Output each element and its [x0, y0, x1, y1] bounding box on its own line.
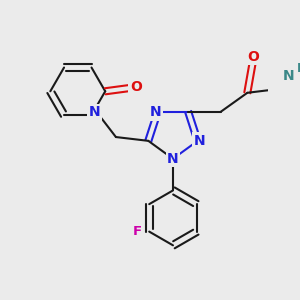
- Text: N: N: [282, 69, 294, 82]
- Text: N: N: [150, 105, 162, 119]
- Text: O: O: [130, 80, 142, 94]
- Text: O: O: [247, 50, 259, 64]
- Text: N: N: [194, 134, 206, 148]
- Text: H: H: [297, 61, 300, 74]
- Text: N: N: [167, 152, 179, 166]
- Text: F: F: [132, 225, 142, 238]
- Text: N: N: [89, 105, 101, 119]
